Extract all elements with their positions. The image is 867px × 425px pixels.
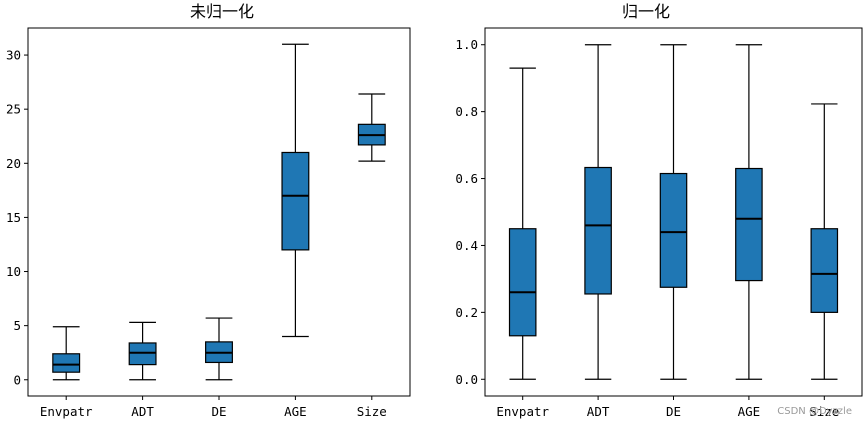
box-ADT <box>128 321 157 381</box>
chart-normalized: 归一化 0.0 0.2 0.4 0.6 0.8 1.0 Envpatr ADT DE AGE Siz… <box>455 2 863 419</box>
box-iqr <box>584 166 612 295</box>
box-DE <box>205 317 233 381</box>
box-iqr <box>52 353 81 373</box>
box-ADT <box>584 44 612 380</box>
y-tick-label: 0.2 <box>455 305 478 320</box>
chart-title: 未归一化 <box>190 2 254 21</box>
y-tick-label: 0.8 <box>455 104 478 119</box>
y-tick-label: 5 <box>13 318 21 333</box>
x-tick-label: AGE <box>738 404 761 419</box>
box-iqr <box>735 167 763 282</box>
axes-frame <box>27 27 411 397</box>
y-tick-label: 0.4 <box>455 238 478 253</box>
box-DE <box>659 44 688 380</box>
box-iqr <box>128 342 157 366</box>
y-tick-label: 15 <box>6 210 21 225</box>
box-iqr <box>810 228 839 313</box>
y-tick-label: 0 <box>13 372 21 387</box>
box-iqr <box>508 228 537 337</box>
y-tick-label: 25 <box>6 102 21 117</box>
y-tick-label: 30 <box>6 48 21 63</box>
x-tick-label: Size <box>809 404 839 419</box>
y-tick-label: 0.6 <box>455 171 478 186</box>
box-Size <box>357 93 386 162</box>
x-tick-label: ADT <box>131 404 154 419</box>
x-tick-label: DE <box>666 404 681 419</box>
chart-title: 归一化 <box>622 2 670 21</box>
x-tick-label: AGE <box>284 404 307 419</box>
box-iqr <box>659 172 688 288</box>
box-Envpatr <box>52 326 81 381</box>
chart-unnormalized: 未归一化 0 5 10 15 20 25 30 Envpatr ADT DE AGE Size <box>6 2 411 419</box>
box-iqr <box>281 151 310 251</box>
y-tick-label: 0.0 <box>455 372 478 387</box>
axes-frame <box>484 27 863 397</box>
x-tick-label: Size <box>357 404 387 419</box>
y-tick-label: 1.0 <box>455 37 478 52</box>
y-tick-label: 20 <box>6 156 21 171</box>
x-tick-label: Envpatr <box>496 404 549 419</box>
x-tick-label: ADT <box>587 404 610 419</box>
x-tick-label: Envpatr <box>40 404 93 419</box>
box-AGE <box>735 44 763 380</box>
watermark: CSDN @Dyzzle <box>777 406 852 417</box>
box-Envpatr <box>508 67 537 380</box>
x-tick-label: DE <box>211 404 226 419</box>
box-AGE <box>281 43 310 338</box>
y-tick-label: 10 <box>6 264 21 279</box>
box-Size <box>810 103 839 380</box>
